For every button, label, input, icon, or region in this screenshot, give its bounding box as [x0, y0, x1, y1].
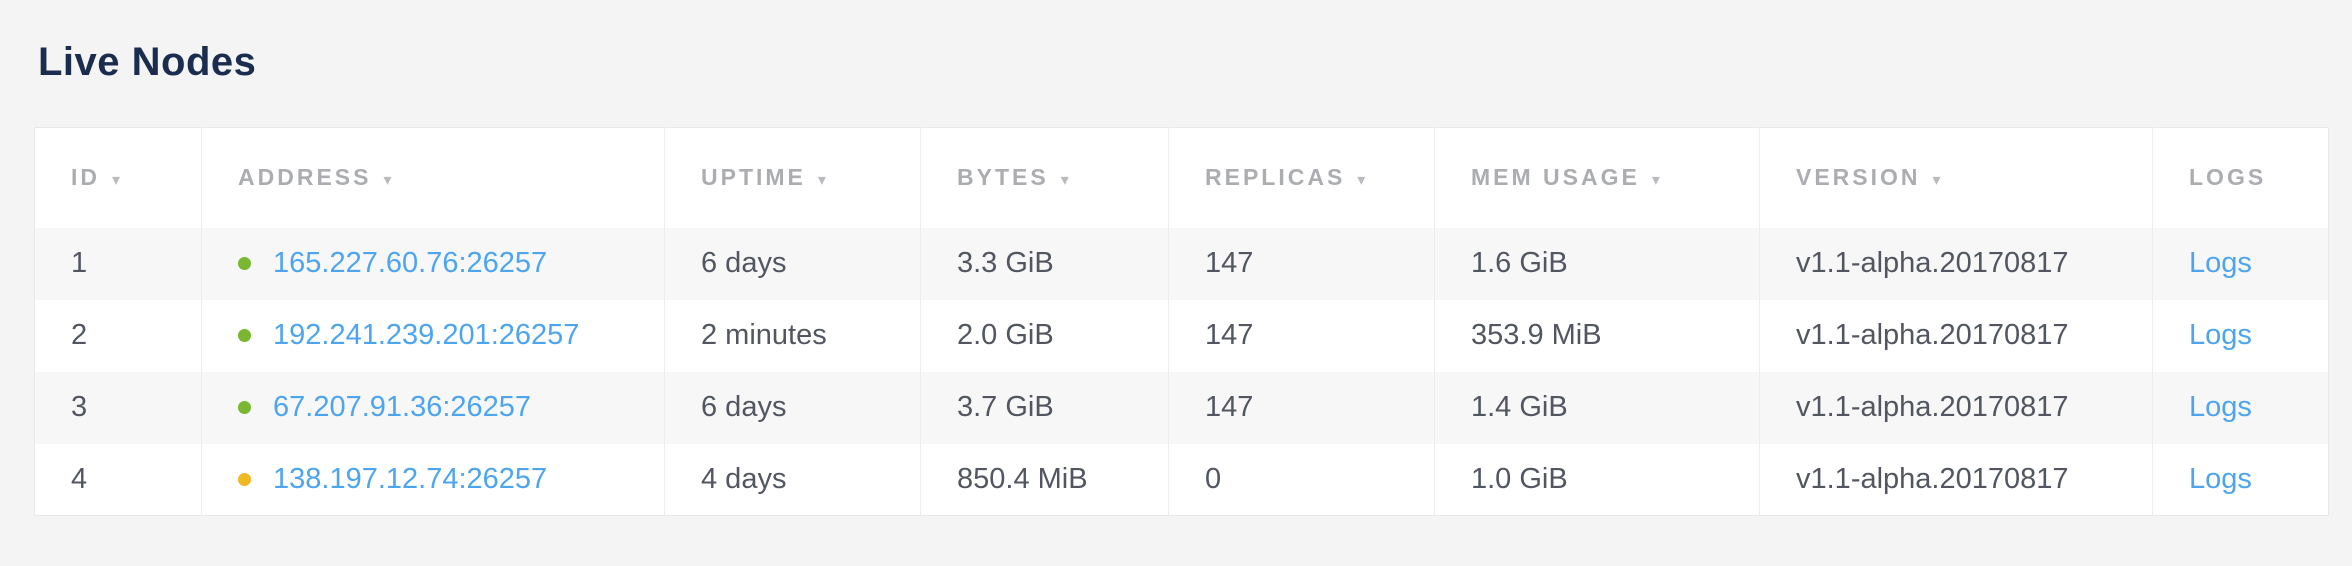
node-version-cell: v1.1-alpha.20170817: [1759, 371, 2153, 444]
node-logs-link[interactable]: Logs: [2189, 247, 2252, 279]
table-row: 4 138.197.12.74:26257 4 days 850.4 MiB 0 1.0 …: [35, 443, 2329, 516]
node-logs-cell: Logs: [2152, 299, 2329, 372]
table-header: ID ▾ ADDRESS ▾ UPTIME ▾ BYTES ▾ REPLICAS ▾ ME…: [34, 127, 2329, 228]
column-header-address[interactable]: ADDRESS ▾: [201, 127, 665, 228]
node-status-healthy-icon: [238, 257, 251, 270]
sort-arrow-icon: ▾: [1651, 172, 1660, 190]
node-uptime-cell: 6 days: [664, 227, 921, 300]
node-bytes-cell: 3.3 GiB: [920, 227, 1169, 300]
node-logs-link[interactable]: Logs: [2189, 391, 2252, 423]
column-header-version[interactable]: VERSION ▾: [1759, 127, 2153, 228]
column-header-label: BYTES: [957, 164, 1049, 191]
node-logs-link[interactable]: Logs: [2189, 319, 2252, 351]
node-logs-cell: Logs: [2152, 371, 2329, 444]
column-header-label: UPTIME: [701, 164, 806, 191]
node-mem-usage-cell: 1.0 GiB: [1434, 443, 1760, 516]
table-body: 1 165.227.60.76:26257 6 days 3.3 GiB 147 1.6 …: [34, 227, 2329, 516]
node-id-cell: 4: [71, 462, 88, 495]
node-bytes-cell: 2.0 GiB: [920, 299, 1169, 372]
node-mem-usage-cell: 1.6 GiB: [1434, 227, 1760, 300]
node-replicas-cell: 0: [1168, 443, 1435, 516]
column-header-uptime[interactable]: UPTIME ▾: [664, 127, 921, 228]
table-row: 2 192.241.239.201:26257 2 minutes 2.0 GiB 14…: [35, 299, 2329, 372]
table-row: 1 165.227.60.76:26257 6 days 3.3 GiB 147 1.6 …: [34, 227, 2329, 300]
sort-arrow-icon: ▾: [817, 172, 826, 190]
node-version-cell: v1.1-alpha.20170817: [1759, 443, 2153, 516]
node-bytes-cell: 850.4 MiB: [920, 443, 1169, 516]
node-address-cell: 67.207.91.36:26257: [201, 371, 665, 444]
node-address-cell: 165.227.60.76:26257: [201, 227, 665, 300]
node-uptime-cell: 2 minutes: [664, 299, 921, 372]
node-address-link[interactable]: 192.241.239.201:26257: [273, 319, 580, 351]
column-header-id[interactable]: ID ▾: [34, 127, 202, 228]
node-uptime-cell: 6 days: [664, 371, 921, 444]
node-address-link[interactable]: 138.197.12.74:26257: [273, 462, 548, 495]
node-replicas-cell: 147: [1168, 227, 1435, 300]
column-header-label: MEM USAGE: [1471, 164, 1640, 191]
node-id-cell: 1: [34, 227, 202, 300]
table-row: 3 67.207.91.36:26257 6 days 3.7 GiB 147 1.4 G…: [34, 371, 2329, 444]
column-header-replicas[interactable]: REPLICAS ▾: [1168, 127, 1435, 228]
column-header-logs: LOGS: [2152, 127, 2329, 228]
sort-arrow-icon: ▾: [1357, 172, 1366, 190]
node-logs-cell: Logs: [2152, 443, 2329, 516]
node-status-warning-icon: [238, 472, 251, 486]
node-replicas-cell: 147: [1168, 371, 1435, 444]
node-address-cell: 192.241.239.201:26257: [201, 299, 665, 372]
sort-arrow-icon: ▾: [112, 172, 121, 190]
column-header-label: REPLICAS: [1205, 164, 1346, 191]
live-nodes-table: ID ▾ ADDRESS ▾ UPTIME ▾ BYTES ▾ REPLICAS ▾ ME…: [34, 127, 2329, 516]
sort-arrow-icon: ▾: [1060, 172, 1069, 190]
column-header-label: LOGS: [2189, 164, 2267, 191]
page-title: Live Nodes: [38, 40, 257, 84]
column-header-bytes[interactable]: BYTES ▾: [920, 127, 1169, 228]
node-mem-usage-cell: 353.9 MiB: [1434, 299, 1760, 372]
node-mem-usage-cell: 1.4 GiB: [1434, 371, 1760, 444]
column-header-mem-usage[interactable]: MEM USAGE ▾: [1434, 127, 1760, 228]
node-logs-cell: Logs: [2152, 227, 2329, 300]
sort-arrow-icon: ▾: [383, 172, 392, 190]
node-id-cell: 3: [34, 371, 202, 444]
node-bytes-cell: 3.7 GiB: [920, 371, 1169, 444]
node-address-link[interactable]: 165.227.60.76:26257: [273, 247, 548, 279]
node-address-link[interactable]: 67.207.91.36:26257: [273, 391, 532, 423]
node-version-cell: v1.1-alpha.20170817: [1759, 299, 2153, 372]
column-header-label: ID: [71, 164, 100, 191]
column-header-label: VERSION: [1796, 164, 1921, 191]
node-version-cell: v1.1-alpha.20170817: [1759, 227, 2153, 300]
node-uptime-cell: 4 days: [664, 443, 921, 516]
sort-arrow-icon: ▾: [1932, 172, 1941, 190]
column-header-label: ADDRESS: [238, 164, 372, 191]
node-status-healthy-icon: [238, 329, 251, 342]
table-header-row: ID ▾ ADDRESS ▾ UPTIME ▾ BYTES ▾ REPLICAS ▾ ME…: [34, 127, 2329, 228]
node-replicas-cell: 147: [1168, 299, 1435, 372]
node-logs-link[interactable]: Logs: [2189, 462, 2252, 495]
node-id-cell: 2: [71, 319, 88, 351]
node-status-healthy-icon: [238, 401, 251, 414]
node-address-cell: 138.197.12.74:26257: [201, 443, 665, 516]
